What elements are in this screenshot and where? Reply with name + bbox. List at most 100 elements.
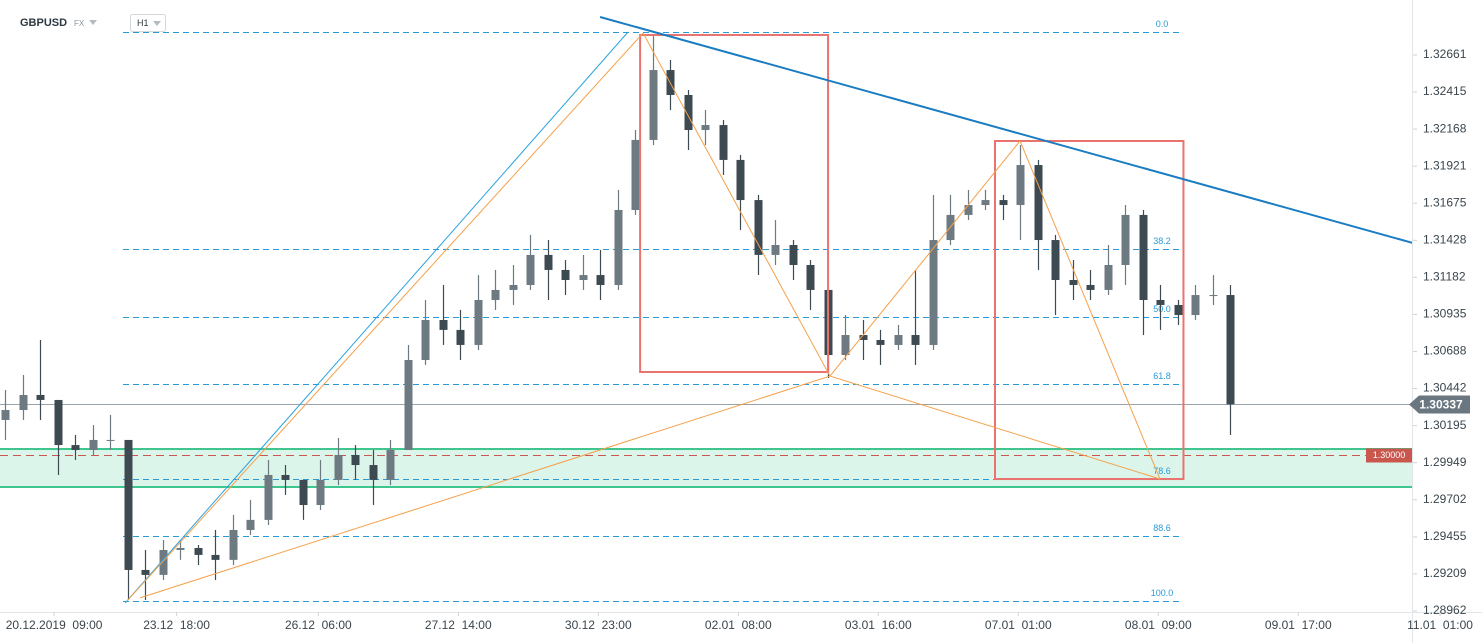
y-tick-label: 1.29209 [1423,566,1467,580]
candle-body [1086,284,1095,290]
y-tick-label: 1.31428 [1423,233,1467,247]
x-tick-label: 26.12 06:00 [285,618,352,632]
drawings-layer [124,16,1413,604]
candle-body [964,205,973,215]
candle-body [631,139,640,210]
price-level-label: 1.30000 [1373,450,1406,460]
x-tick-label: 07.01 01:00 [985,618,1052,632]
x-tick-label: 23.12 18:00 [143,618,210,632]
candle-body [19,394,28,411]
y-tick-label: 1.28962 [1423,603,1467,617]
candle-body [281,474,290,480]
candle-body [719,125,728,160]
y-tick-label: 1.31675 [1423,195,1467,209]
y-tick-label: 1.31182 [1423,269,1466,283]
candle-body [771,244,780,255]
axis-layer: 1.32661 1.32415 1.32168 1.31921 1.31675 1.314… [6,47,1474,632]
candle-body [1051,240,1060,281]
x-tick-label: 30.12 23:00 [565,618,632,632]
symbol: GBPUSD [20,17,67,29]
candle-body [1209,295,1218,297]
candle-body [386,450,395,480]
candle-body [859,335,868,340]
market-dropdown-icon[interactable] [89,20,97,25]
y-tick-label: 1.32415 [1423,84,1467,98]
candle-body [264,474,273,520]
candle-body [701,125,710,131]
zone-layer [0,447,1413,488]
candle-body [544,254,553,270]
candle-body [229,529,238,560]
candle-body [789,244,798,265]
candle-body [159,549,168,575]
candle-body [316,479,325,506]
candle-body [1226,295,1235,405]
candle-body [36,394,45,400]
candle-body [736,159,745,201]
y-tick-label: 1.29949 [1423,455,1467,469]
candle-body [299,479,308,506]
timeframe: H1 [137,18,149,28]
candle-body [491,289,500,301]
x-tick-label: 27.12 14:00 [425,618,492,632]
pattern-box [639,34,830,374]
y-tick-label: 1.32168 [1423,121,1467,135]
trendline [124,31,629,604]
candle-body [71,445,80,451]
candle-body [596,275,605,285]
x-tick-label: 03.01 16:00 [845,618,912,632]
x-tick-label: 09.01 17:00 [1265,618,1332,632]
y-tick-label: 1.31921 [1423,158,1467,172]
trendline [126,32,644,602]
candle-body [124,439,133,570]
price-level-box [1366,448,1412,463]
candle-body [334,454,343,480]
y-tick-label: 1.32661 [1423,47,1467,61]
candle-body [54,399,63,446]
fib-label: 50.0 [1153,304,1171,314]
candle-body [561,269,570,281]
fib-label: 38.2 [1153,236,1171,246]
fib-label: 0.0 [1156,19,1169,29]
candle-body [404,359,413,451]
candle-body [1069,280,1078,285]
fib-label: 100.0 [1151,588,1174,598]
candle-body [894,335,903,345]
candle-body [841,335,850,356]
timeframe-selector[interactable] [130,14,166,32]
x-tick-label: 20.12.2019 09:00 [6,618,103,632]
candle-body [911,335,920,345]
last-price-label: 1.30337 [1419,398,1463,412]
candle-body [456,329,465,345]
candle-body [684,94,693,131]
last-price-box [1409,395,1470,414]
candle-body [421,319,430,360]
y-tick-label: 1.30935 [1423,307,1467,321]
candle-body [1191,295,1200,316]
trendline [829,375,1161,480]
levels-layer [0,404,1413,456]
x-tick-label: 02.01 08:00 [705,618,772,632]
candle-body [649,70,658,140]
candle-body [876,339,885,345]
price-labels-layer: 1.30000 1.30337 [1366,395,1470,463]
candle-body [1121,214,1130,265]
fib-label: 78.6 [1153,466,1171,476]
candle-body [211,554,220,560]
fib-label: 88.6 [1153,523,1171,533]
fib-label: 61.8 [1153,371,1171,381]
candle-body [754,200,763,255]
candle-body [999,200,1008,206]
candle-body [176,548,185,550]
y-tick-label: 1.29702 [1423,492,1467,506]
candle-body [929,240,938,345]
trendline [829,140,1021,377]
candle-body [1,410,10,420]
y-tick-label: 1.30195 [1423,418,1467,432]
pattern-box [993,139,1185,481]
x-tick-label: 11.01 01:00 [1407,618,1473,632]
market: FX [74,19,85,28]
timeframe-dropdown-icon[interactable] [153,21,161,26]
